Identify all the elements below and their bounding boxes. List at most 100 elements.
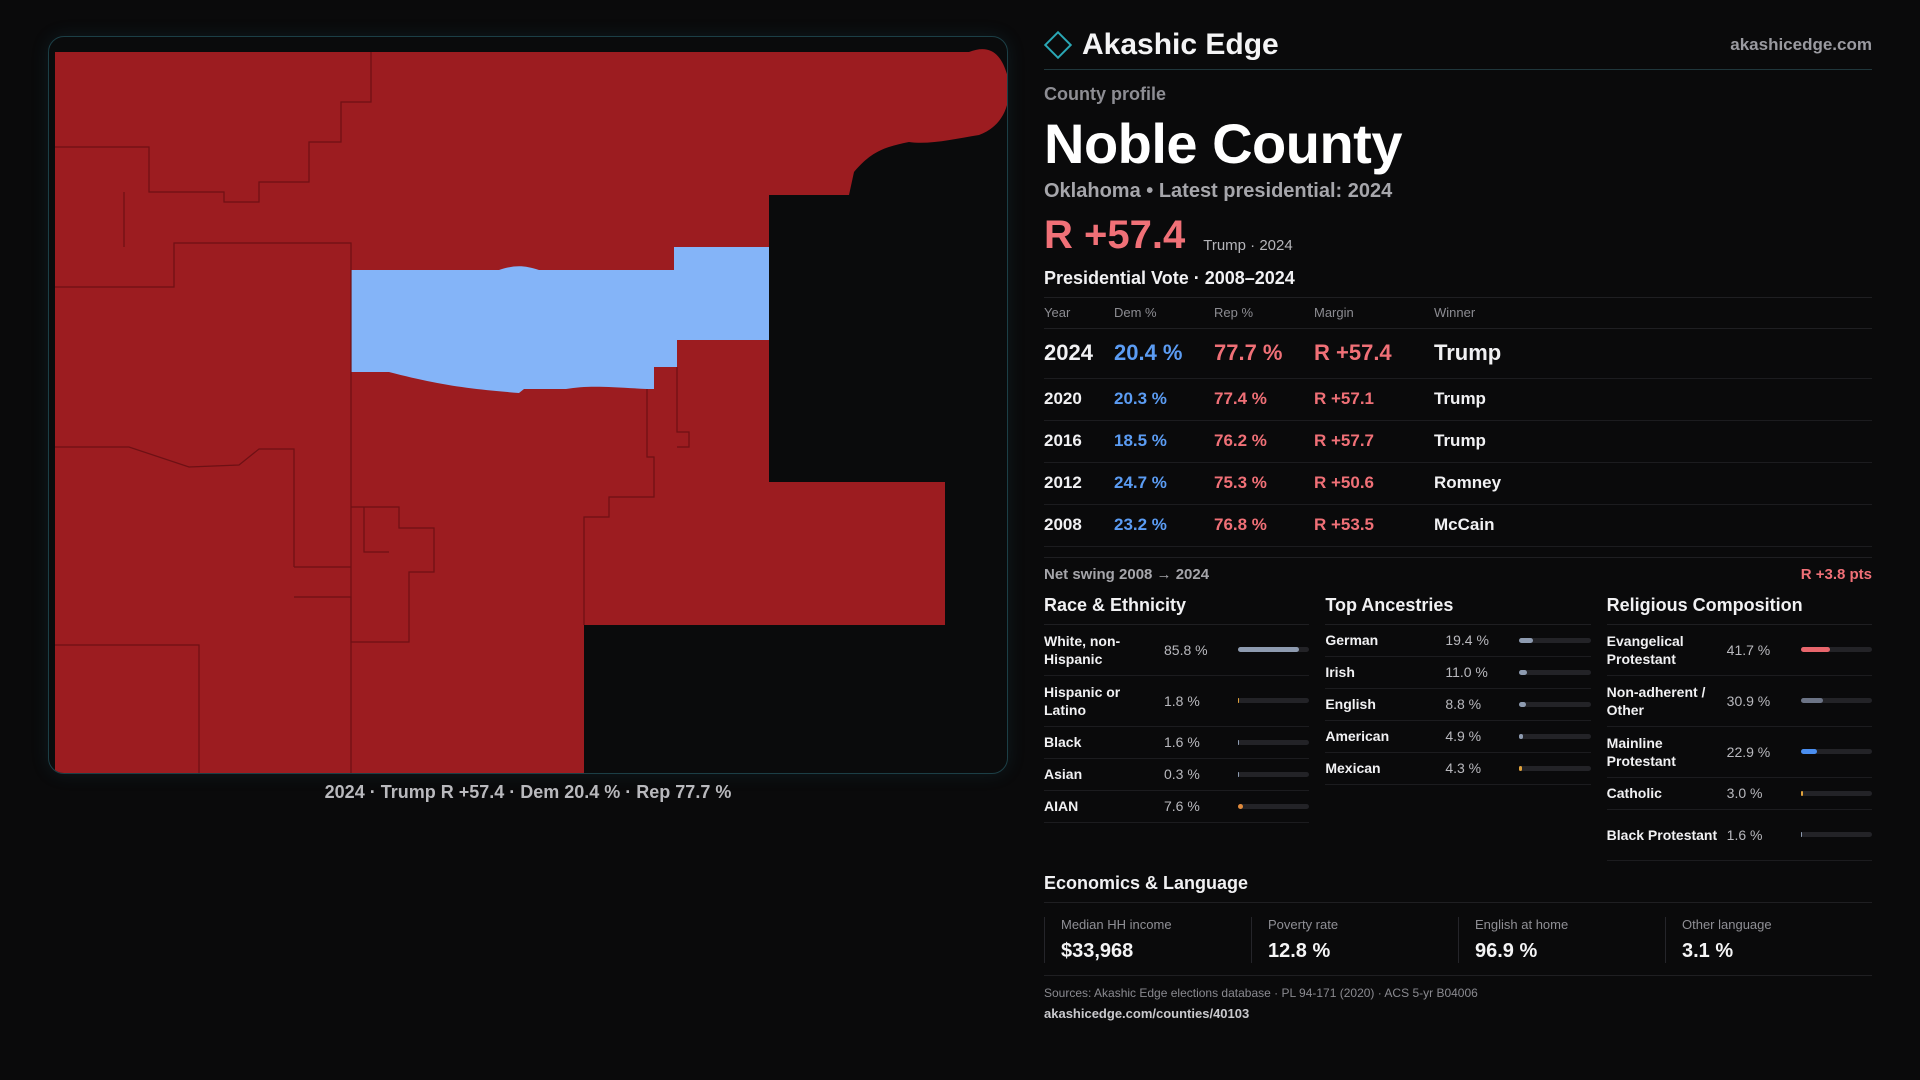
- item-bar: [1519, 701, 1591, 707]
- net-swing: Net swing 2008 → 2024 R +3.8 pts: [1044, 556, 1872, 583]
- swing-value: R +3.8 pts: [1800, 565, 1872, 583]
- item-label: Black Protestant: [1606, 826, 1718, 843]
- item-bar-fill: [1519, 733, 1523, 739]
- brand-name: Akashic Edge: [1082, 27, 1279, 61]
- table-row: 2024 20.4 % 77.7 % R +57.4 Trump: [1044, 328, 1872, 379]
- list-item: AIAN 7.6 %: [1044, 791, 1310, 823]
- item-value: 30.9 %: [1726, 692, 1771, 709]
- item-label: Evangelical Protestant: [1606, 632, 1684, 667]
- item-bar: [1519, 637, 1591, 643]
- list-item: Evangelical Protestant 41.7 %: [1606, 625, 1872, 676]
- list-item: Mainline Protestant 22.9 %: [1606, 727, 1872, 778]
- cell-winner: Romney: [1434, 462, 1872, 505]
- item-label: English: [1325, 696, 1376, 712]
- item-value: 85.8 %: [1164, 641, 1208, 658]
- page-title: Noble County: [1044, 112, 1402, 175]
- stat-label: English at home: [1475, 916, 1569, 932]
- list-item: English 8.8 %: [1325, 689, 1591, 721]
- table-row: 2008 23.2 % 76.8 % R +53.5 McCain: [1044, 504, 1872, 547]
- item-bar-fill: [1519, 765, 1523, 771]
- list-item: American 4.9 %: [1325, 721, 1591, 753]
- cell-winner: Trump: [1434, 420, 1872, 463]
- cell-dem: 24.7 %: [1114, 462, 1214, 505]
- race-title: Race & Ethnicity: [1044, 595, 1310, 625]
- item-label: White, non-Hispanic: [1044, 632, 1121, 667]
- cell-dem: 20.4 %: [1114, 328, 1214, 379]
- cell-margin: R +57.4: [1314, 328, 1434, 379]
- dem-precinct[interactable]: [351, 247, 769, 393]
- header-dem: Dem %: [1114, 298, 1214, 329]
- religion-column: Religious Composition Evangelical Protes…: [1606, 595, 1872, 861]
- cell-margin: R +50.6: [1314, 462, 1434, 505]
- item-bar: [1800, 647, 1872, 652]
- econ-stat-poverty: Poverty rate 12.8 %: [1251, 916, 1458, 963]
- ancestry-column: Top Ancestries German 19.4 % Irish 11.0 …: [1325, 595, 1591, 861]
- item-bar-fill: [1800, 698, 1823, 703]
- map-caption: 2024 · Trump R +57.4 · Dem 20.4 % · Rep …: [324, 782, 732, 802]
- cell-rep: 76.8 %: [1214, 504, 1314, 547]
- item-value: 11.0 %: [1445, 664, 1488, 680]
- item-bar: [1800, 790, 1872, 796]
- list-item: White, non-Hispanic 85.8 %: [1044, 625, 1310, 676]
- headline-margin-note: Trump · 2024: [1203, 237, 1293, 254]
- county-map[interactable]: [48, 36, 1008, 774]
- item-value: 19.4 %: [1445, 632, 1489, 648]
- cell-year: 2024: [1044, 328, 1114, 379]
- cell-margin: R +53.5: [1314, 504, 1434, 547]
- cell-margin: R +57.7: [1314, 420, 1434, 463]
- cell-year: 2012: [1044, 462, 1114, 505]
- profile-subtitle: Oklahoma • Latest presidential: 2024: [1044, 180, 1393, 202]
- cell-rep: 77.4 %: [1214, 378, 1314, 421]
- stat-label: Median HH income: [1061, 916, 1172, 932]
- item-value: 41.7 %: [1726, 641, 1771, 658]
- cell-winner: Trump: [1434, 378, 1872, 421]
- stat-value: 3.1 %: [1682, 939, 1734, 962]
- cell-margin: R +57.1: [1314, 378, 1434, 421]
- item-label: American: [1325, 728, 1390, 744]
- item-label: Mexican: [1325, 760, 1381, 776]
- item-bar-fill: [1238, 771, 1239, 777]
- item-label: Black: [1044, 734, 1082, 750]
- list-item: Hispanic or Latino 1.8 %: [1044, 676, 1310, 727]
- item-value: 8.8 %: [1445, 696, 1482, 712]
- econ-grid: Median HH income $33,968 Poverty rate 12…: [1044, 916, 1872, 976]
- item-label: Hispanic or Latino: [1044, 683, 1121, 718]
- demographics-grid: Race & Ethnicity White, non-Hispanic 85.…: [1044, 595, 1872, 861]
- item-bar: [1800, 749, 1872, 754]
- brand-header: Akashic Edge akashicedge.com: [1043, 27, 1872, 70]
- item-value: 7.6 %: [1164, 798, 1200, 814]
- cell-rep: 76.2 %: [1214, 420, 1314, 463]
- item-bar-fill: [1238, 647, 1300, 652]
- religion-title: Religious Composition: [1606, 595, 1872, 625]
- item-bar: [1238, 803, 1310, 809]
- cell-winner: McCain: [1434, 504, 1872, 547]
- item-bar-fill: [1238, 698, 1240, 703]
- brand-url-link[interactable]: akashicedge.com: [1730, 34, 1872, 54]
- econ-stat-income: Median HH income $33,968: [1044, 916, 1251, 963]
- item-bar: [1800, 698, 1872, 703]
- item-bar-fill: [1800, 749, 1817, 754]
- stat-label: Poverty rate: [1268, 916, 1339, 932]
- item-value: 3.0 %: [1726, 785, 1763, 801]
- econ-stat-other-language: Other language 3.1 %: [1665, 916, 1872, 963]
- list-item: Non-adherent / Other 30.9 %: [1606, 676, 1872, 727]
- item-bar: [1238, 698, 1310, 703]
- item-value: 1.6 %: [1164, 734, 1200, 750]
- county-panel: Akashic Edge akashicedge.com County prof…: [1043, 27, 1872, 1021]
- item-bar: [1238, 771, 1310, 777]
- rep-precincts[interactable]: [55, 49, 1008, 774]
- econ-title: Economics & Language: [1044, 873, 1872, 903]
- race-column: Race & Ethnicity White, non-Hispanic 85.…: [1044, 595, 1310, 861]
- profile-kicker: County profile: [1044, 84, 1166, 104]
- item-bar-fill: [1800, 790, 1803, 796]
- item-bar: [1238, 739, 1310, 745]
- cell-dem: 18.5 %: [1114, 420, 1214, 463]
- source-url-link[interactable]: akashicedge.com/counties/40103: [1044, 1005, 1250, 1021]
- list-item: Black 1.6 %: [1044, 727, 1310, 759]
- item-value: 1.6 %: [1726, 826, 1763, 843]
- item-value: 4.3 %: [1445, 760, 1482, 776]
- header-year: Year: [1044, 298, 1114, 329]
- item-label: Asian: [1044, 766, 1083, 782]
- sources-note: Sources: Akashic Edge elections database…: [1044, 985, 1478, 1000]
- item-value: 1.8 %: [1164, 692, 1200, 709]
